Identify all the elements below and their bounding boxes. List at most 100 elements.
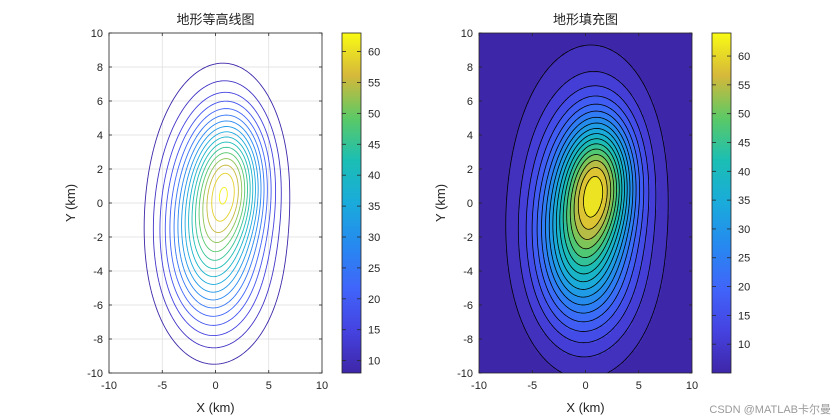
contour-line [184, 131, 256, 285]
colorbar-tick-label: 50 [738, 109, 750, 121]
y-tick-label: 2 [467, 164, 473, 176]
x-tick-label: 0 [582, 380, 588, 392]
left-title: 地形等高线图 [176, 12, 254, 28]
y-tick-label: -4 [463, 266, 473, 278]
contour-line [559, 138, 623, 275]
y-tick-label: -10 [457, 368, 473, 380]
colorbar-tick-label: 25 [738, 253, 750, 265]
colorbar-tick-label: 55 [738, 80, 750, 92]
colorbar-tick-label: 30 [738, 224, 750, 236]
watermark: CSDN @MATLAB卡尔曼 [709, 404, 831, 416]
contour-line [562, 143, 620, 267]
right-colorbar-gradient [711, 32, 732, 374]
left-contours [143, 62, 291, 365]
contour-line [211, 172, 235, 222]
colorbar-tick-label: 60 [738, 51, 750, 63]
contour-line [198, 152, 246, 253]
x-tick-label: 0 [212, 380, 218, 392]
contour-line [173, 114, 265, 309]
y-tick-label: 2 [97, 164, 103, 176]
contour-line [181, 126, 259, 293]
colorbar-tick-label: 55 [368, 77, 380, 89]
left-panel: 地形等高线图 -10 -5 0 5 10 -10 -8 -6 -4 -2 0 2 4 6 8 10 X (km… [63, 12, 328, 415]
y-tick-label: -2 [93, 232, 103, 244]
colorbar-tick-label: 45 [738, 137, 750, 149]
colorbar-tick-label: 35 [368, 201, 380, 213]
left-colorbar-gradient [341, 32, 362, 374]
contour-line [202, 158, 243, 243]
colorbar-tick-label: 35 [738, 195, 750, 207]
y-tick-label: -10 [87, 368, 103, 380]
contour-line [566, 148, 617, 258]
contour-line [545, 116, 634, 306]
colorbar-tick-label: 45 [368, 139, 380, 151]
left-colorbar: 10 15 20 25 30 35 40 45 50 55 60 [341, 32, 380, 374]
contour-line [177, 120, 262, 301]
y-tick-label: 4 [467, 130, 473, 142]
contour-line [531, 95, 645, 332]
contour-line [169, 108, 268, 317]
x-tick-label: -5 [157, 380, 167, 392]
x-tick-label: 5 [636, 380, 642, 392]
y-tick-label: 0 [467, 198, 473, 210]
contour-line [143, 62, 291, 365]
y-tick-label: -8 [93, 334, 103, 346]
right-panel: 地形填充图 -10 -5 0 5 10 -10 -8 -6 -4 -2 0 2 4 6 8 10 X (km)… [433, 12, 698, 415]
right-title: 地形填充图 [553, 12, 618, 28]
colorbar-tick-label: 30 [368, 232, 380, 244]
contour-line [573, 160, 612, 240]
x-tick-label: 5 [266, 380, 272, 392]
contour-line [505, 44, 669, 373]
colorbar-tick-label: 40 [738, 166, 750, 178]
contour-line [577, 167, 608, 230]
y-tick-label: -2 [463, 232, 473, 244]
colorbar-tick-label: 15 [368, 325, 380, 337]
right-ylabel: Y (km) [433, 184, 448, 222]
colorbar-tick-label: 50 [368, 108, 380, 120]
contour-line [552, 127, 628, 290]
y-tick-label: -6 [463, 300, 473, 312]
y-tick-label: 10 [461, 28, 473, 40]
contour-band [583, 177, 604, 218]
left-xlabel: X (km) [196, 400, 234, 415]
y-tick-label: 0 [97, 198, 103, 210]
x-tick-label: -10 [101, 380, 117, 392]
contour-line [555, 133, 625, 283]
contour-line [541, 110, 637, 314]
y-tick-label: -4 [93, 266, 103, 278]
colorbar-tick-label: 20 [368, 294, 380, 306]
x-tick-label: -10 [471, 380, 487, 392]
left-grid [108, 32, 323, 374]
right-colorbar-ticks: 10 15 20 25 30 35 40 45 50 55 60 [712, 51, 750, 351]
contour-line [191, 141, 251, 270]
contour-line [548, 122, 631, 298]
y-tick-label: 6 [467, 96, 473, 108]
y-tick-label: 6 [97, 96, 103, 108]
contour-line [525, 85, 650, 344]
left-ticks: -10 -5 0 5 10 -10 -8 -6 -4 -2 0 2 4 6 8 10 [87, 28, 328, 392]
colorbar-tick-label: 10 [738, 339, 750, 351]
contour-line [152, 80, 282, 349]
right-filled-contours [505, 44, 670, 373]
contour-line [583, 176, 604, 218]
contour-line [206, 164, 239, 233]
y-tick-label: -8 [463, 334, 473, 346]
colorbar-tick-label: 20 [738, 282, 750, 294]
contour-line [159, 91, 277, 337]
y-tick-label: 4 [97, 130, 103, 142]
right-xlabel: X (km) [566, 400, 604, 415]
left-colorbar-ticks: 10 15 20 25 30 35 40 45 50 55 60 [342, 47, 380, 368]
colorbar-tick-label: 10 [368, 356, 380, 368]
contour-line [195, 146, 248, 261]
right-colorbar: 10 15 20 25 30 35 40 45 50 55 60 [711, 32, 750, 374]
y-tick-label: 10 [91, 28, 103, 40]
y-tick-label: -6 [93, 300, 103, 312]
x-tick-label: -5 [527, 380, 537, 392]
contour-line [569, 154, 615, 250]
y-tick-label: 8 [97, 62, 103, 74]
contour-line [164, 100, 272, 326]
contour-line [218, 186, 228, 205]
contour-line [517, 70, 657, 358]
right-ticks: -10 -5 0 5 10 -10 -8 -6 -4 -2 0 2 4 6 8 10 [457, 28, 698, 392]
